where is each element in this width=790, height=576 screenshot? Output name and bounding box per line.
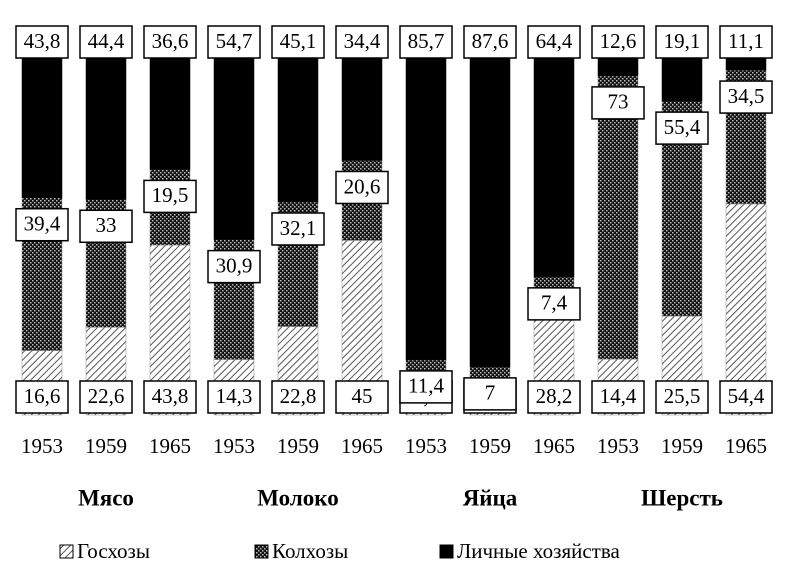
value-label: 54,4 (728, 384, 765, 408)
value-label: 34,4 (344, 29, 381, 53)
value-label-box (335, 25, 389, 59)
group-label: Мясо (78, 485, 134, 510)
value-label-box (719, 380, 773, 414)
legend-swatch (254, 544, 269, 559)
value-label-box (271, 212, 325, 246)
value-label: 36,6 (152, 29, 189, 53)
x-tick-label: 1965 (149, 434, 191, 458)
value-label: 22,8 (280, 384, 317, 408)
x-tick-label: 1965 (725, 434, 767, 458)
value-label-box (15, 25, 69, 59)
legend-label: Госхозы (77, 539, 150, 563)
group-label: Шерсть (641, 485, 723, 510)
bar-segment (469, 26, 511, 368)
value-label: 28,2 (536, 384, 573, 408)
x-tick-label: 1953 (597, 434, 639, 458)
value-label: 7,4 (541, 291, 568, 315)
value-label-box (527, 25, 581, 59)
value-label-box (719, 80, 773, 114)
value-label: 45 (352, 384, 373, 408)
x-tick-label: 1959 (277, 434, 319, 458)
value-label-box (143, 25, 197, 59)
value-label-box (527, 380, 581, 414)
value-label: 45,1 (280, 29, 317, 53)
value-label: 16,6 (24, 384, 61, 408)
x-tick-label: 1959 (85, 434, 127, 458)
bar-segment (597, 75, 639, 360)
x-tick-label: 1965 (533, 434, 575, 458)
value-label-box (655, 25, 709, 59)
value-label-box (271, 25, 325, 59)
value-label-box (207, 249, 261, 284)
value-label-box (655, 380, 709, 414)
x-tick-label: 1965 (341, 434, 383, 458)
value-label: 55,4 (664, 115, 701, 139)
value-label-box (335, 170, 389, 205)
x-tick-label: 1953 (405, 434, 447, 458)
value-label-box (399, 25, 453, 59)
value-label: 54,7 (216, 29, 253, 53)
value-label: 39,4 (24, 212, 61, 236)
value-label: 30,9 (216, 253, 253, 277)
value-label: 43,8 (24, 29, 61, 53)
value-label-box (591, 380, 645, 414)
value-label: 64,4 (536, 29, 573, 53)
legend-swatch (439, 544, 454, 559)
value-label-box (399, 370, 453, 404)
value-label-box (527, 287, 581, 321)
x-tick-label: 1959 (469, 434, 511, 458)
value-label-box (591, 86, 645, 120)
value-label-box (143, 179, 197, 214)
value-label: 25,5 (664, 384, 701, 408)
value-label-box (463, 25, 517, 59)
bar-segment (405, 27, 447, 361)
value-label: 22,6 (88, 384, 125, 408)
value-label: 19,1 (664, 29, 701, 53)
value-label: 7 (485, 381, 496, 405)
value-label: 44,4 (88, 29, 125, 53)
value-label: 20,6 (344, 174, 381, 198)
value-label: 87,6 (472, 29, 509, 53)
value-label: 14,4 (600, 384, 637, 408)
group-label: Яйца (463, 485, 518, 510)
value-label-box (591, 25, 645, 59)
value-label-box (655, 111, 709, 145)
value-label-box (79, 25, 133, 59)
value-label-box (207, 25, 261, 59)
value-label-box (79, 209, 133, 244)
value-label: 12,6 (600, 29, 637, 53)
value-label: 11,1 (728, 29, 764, 53)
x-tick-label: 1953 (213, 434, 255, 458)
value-label: 33 (96, 213, 117, 237)
x-tick-label: 1953 (21, 434, 63, 458)
value-label-box (143, 380, 197, 414)
group-label: Молоко (257, 485, 338, 510)
value-label: 14,3 (216, 384, 253, 408)
bar-segment (213, 27, 255, 240)
value-label: 73 (608, 90, 629, 114)
legend-swatch (59, 544, 74, 559)
value-label-box (79, 380, 133, 414)
value-label-box (463, 377, 517, 411)
value-label: 43,8 (152, 384, 189, 408)
legend-label: Личные хозяйства (457, 539, 620, 563)
value-label-box (719, 25, 773, 59)
value-label-box (207, 380, 261, 414)
value-label-box (15, 380, 69, 414)
value-label-box (335, 380, 389, 414)
x-tick-label: 1959 (661, 434, 703, 458)
bar-segment (725, 203, 767, 416)
legend-label: Колхозы (272, 539, 348, 563)
value-label: 19,5 (152, 183, 189, 207)
value-label: 32,1 (280, 216, 317, 240)
value-label-box (271, 380, 325, 414)
value-label: 34,5 (728, 84, 765, 108)
bar-segment (533, 26, 575, 278)
value-label: 11,4 (408, 374, 444, 398)
value-label: 85,7 (408, 29, 445, 53)
value-label-box (15, 207, 69, 242)
